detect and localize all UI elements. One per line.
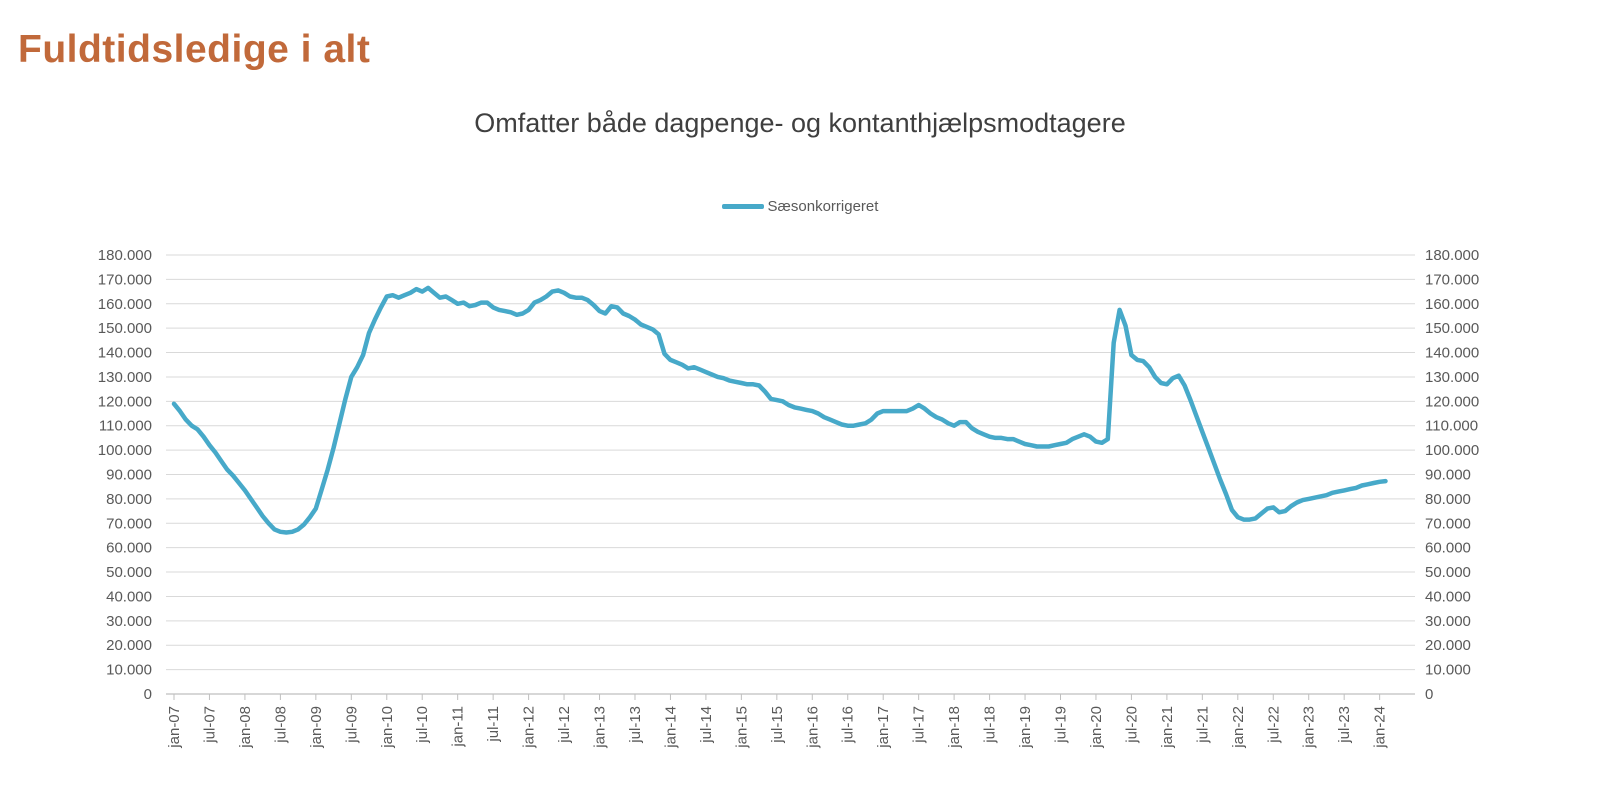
y-tick-label: 90.000 bbox=[1425, 467, 1471, 484]
x-axis-labels: jan-07 jul-07 jan-08 jul-08 jan-09 jul-09 jan-… bbox=[166, 706, 1389, 749]
line-chart-plot-area: 0 10.000 20.000 30.000 40.000 50.000 60.000 70.… bbox=[98, 247, 1479, 749]
x-tick-label: jul-22 bbox=[1265, 706, 1282, 744]
x-tick-label: jul-23 bbox=[1336, 706, 1353, 744]
x-tick-label: jan-15 bbox=[733, 706, 750, 749]
y-axis-labels-right: 0 10.000 20.000 30.000 40.000 50.000 60.000 70.… bbox=[1425, 247, 1479, 703]
y-tick-label: 70.000 bbox=[1425, 515, 1471, 532]
y-tick-label: 100.000 bbox=[1425, 442, 1479, 459]
x-tick-label: jul-12 bbox=[556, 706, 573, 744]
x-tick-label: jan-16 bbox=[804, 706, 821, 749]
x-tick-label: jan-08 bbox=[237, 706, 254, 749]
y-tick-label: 70.000 bbox=[106, 515, 152, 532]
y-tick-label: 30.000 bbox=[1425, 613, 1471, 630]
x-tick-label: jan-23 bbox=[1301, 706, 1318, 749]
x-tick-label: jan-22 bbox=[1230, 706, 1247, 749]
x-tick-label: jul-16 bbox=[840, 706, 857, 744]
legend-line-swatch bbox=[721, 204, 764, 209]
legend-label: Sæsonkorrigeret bbox=[767, 198, 879, 215]
x-tick-label: jul-18 bbox=[982, 706, 999, 744]
x-axis bbox=[166, 693, 1415, 700]
y-tick-label: 90.000 bbox=[106, 467, 152, 484]
legend: Sæsonkorrigeret bbox=[0, 198, 1600, 215]
y-tick-label: 110.000 bbox=[99, 418, 152, 435]
y-tick-label: 20.000 bbox=[106, 637, 152, 654]
y-tick-label: 0 bbox=[1425, 686, 1433, 703]
x-tick-label: jul-15 bbox=[769, 706, 786, 744]
x-tick-label: jul-17 bbox=[911, 706, 928, 744]
y-tick-label: 10.000 bbox=[106, 662, 152, 679]
y-tick-label: 170.000 bbox=[1425, 271, 1479, 288]
y-tick-label: 160.000 bbox=[1425, 296, 1479, 313]
y-tick-label: 20.000 bbox=[1425, 637, 1471, 654]
x-tick-label: jan-21 bbox=[1159, 706, 1176, 749]
y-tick-label: 120.000 bbox=[98, 393, 152, 410]
y-tick-label: 80.000 bbox=[106, 491, 152, 508]
y-tick-label: 30.000 bbox=[106, 613, 152, 630]
y-tick-label: 50.000 bbox=[1425, 564, 1471, 581]
y-tick-label: 150.000 bbox=[1425, 320, 1479, 337]
y-axis-labels-left: 0 10.000 20.000 30.000 40.000 50.000 60.000 70.… bbox=[98, 247, 152, 703]
y-tick-label: 180.000 bbox=[1425, 247, 1479, 264]
x-tick-label: jan-07 bbox=[166, 706, 183, 749]
x-tick-label: jan-18 bbox=[946, 706, 963, 749]
x-tick-label: jan-14 bbox=[662, 706, 679, 749]
series-line bbox=[171, 285, 1388, 535]
y-tick-label: 150.000 bbox=[98, 320, 152, 337]
y-tick-label: 60.000 bbox=[106, 540, 152, 557]
chart-subtitle: Omfatter både dagpenge- og kontanthjælps… bbox=[474, 108, 1126, 138]
y-tick-label: 140.000 bbox=[98, 345, 152, 362]
y-tick-label: 130.000 bbox=[98, 369, 152, 386]
series-saesonkorrigeret bbox=[171, 285, 1388, 535]
y-tick-label: 170.000 bbox=[98, 271, 152, 288]
y-tick-label: 50.000 bbox=[106, 564, 152, 581]
x-tick-label: jan-20 bbox=[1088, 706, 1105, 749]
x-tick-label: jan-11 bbox=[450, 706, 467, 748]
y-tick-label: 110.000 bbox=[1425, 418, 1478, 435]
y-tick-label: 100.000 bbox=[98, 442, 152, 459]
x-tick-label: jul-07 bbox=[201, 706, 218, 744]
x-tick-label: jan-17 bbox=[875, 706, 892, 749]
x-tick-label: jan-24 bbox=[1372, 706, 1389, 749]
x-tick-label: jan-12 bbox=[521, 706, 538, 749]
x-tick-label: jan-19 bbox=[1017, 706, 1034, 749]
y-tick-label: 40.000 bbox=[1425, 588, 1471, 605]
x-tick-label: jul-13 bbox=[627, 706, 644, 744]
x-tick-label: jan-09 bbox=[308, 706, 325, 749]
x-tick-label: jul-19 bbox=[1053, 706, 1070, 744]
gridlines bbox=[166, 254, 1415, 671]
y-tick-label: 80.000 bbox=[1425, 491, 1471, 508]
x-tick-label: jan-13 bbox=[592, 706, 609, 749]
x-tick-label: jul-08 bbox=[272, 706, 289, 744]
page-title: Fuldtidsledige i alt bbox=[18, 28, 371, 71]
y-tick-label: 10.000 bbox=[1425, 662, 1471, 679]
y-tick-label: 40.000 bbox=[106, 588, 152, 605]
x-tick-label: jul-10 bbox=[414, 706, 431, 744]
x-tick-label: jan-10 bbox=[379, 706, 396, 749]
y-tick-label: 0 bbox=[144, 686, 152, 703]
y-tick-label: 130.000 bbox=[1425, 369, 1479, 386]
y-tick-label: 180.000 bbox=[98, 247, 152, 264]
x-tick-label: jul-21 bbox=[1194, 706, 1211, 744]
x-tick-label: jul-11 bbox=[485, 706, 502, 743]
y-tick-label: 160.000 bbox=[98, 296, 152, 313]
y-tick-label: 140.000 bbox=[1425, 345, 1479, 362]
x-tick-label: jul-20 bbox=[1123, 706, 1140, 744]
x-tick-label: jul-09 bbox=[343, 706, 360, 744]
y-tick-label: 60.000 bbox=[1425, 540, 1471, 557]
x-tick-label: jul-14 bbox=[698, 706, 715, 744]
y-tick-label: 120.000 bbox=[1425, 393, 1479, 410]
